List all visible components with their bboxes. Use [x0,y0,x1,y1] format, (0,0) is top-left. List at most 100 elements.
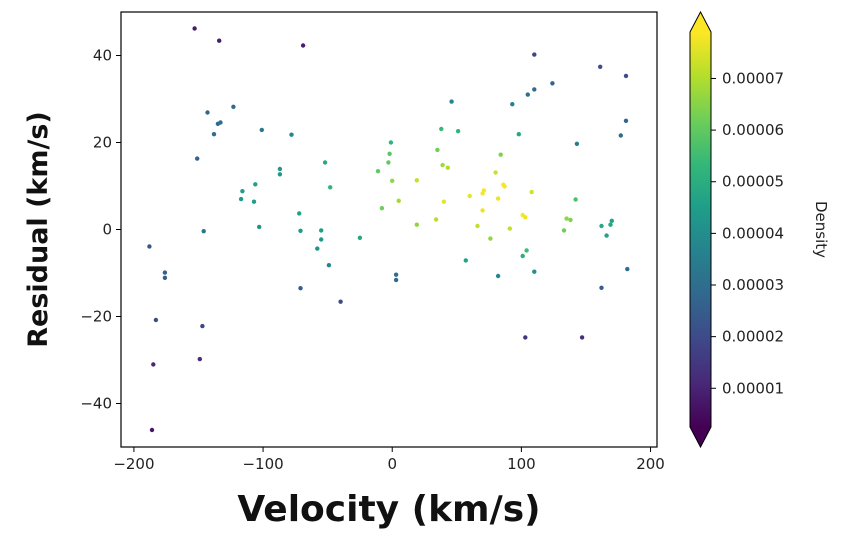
data-point [523,215,528,220]
data-point [297,211,302,216]
data-point [240,189,245,194]
data-point [599,285,604,290]
data-point [197,356,202,362]
data-point [200,323,205,329]
data-point [251,199,257,204]
data-point [393,277,399,283]
data-point [493,170,498,175]
y-tick-label: −40 [80,395,112,413]
data-point [259,127,264,133]
colorbar-tick-label: 0.00006 [722,121,784,139]
data-point [201,229,206,234]
data-point [151,362,156,367]
data-point [414,178,419,183]
data-point [328,185,333,190]
data-point [523,335,528,340]
data-point [498,152,503,157]
data-point [475,223,480,229]
data-point [319,228,324,233]
data-point [211,132,217,137]
data-point [387,151,392,156]
data-point [495,273,501,279]
data-point [192,26,197,31]
data-point [315,246,320,251]
data-point [319,237,324,242]
data-point [414,222,419,227]
data-point [322,160,328,165]
data-point [618,133,623,138]
data-point [338,299,343,304]
data-point [277,166,283,172]
x-tick-label: 200 [636,455,665,473]
data-point [507,226,512,231]
colorbar-tick-label: 0.00001 [722,379,784,397]
x-tick-label: −200 [113,455,154,473]
data-point [579,335,585,340]
x-axis: −200 −100 0 100 200 [113,447,665,473]
data-point [357,235,363,240]
colorbar-tick-label: 0.00004 [722,224,784,242]
colorbar-label: Density [812,201,830,258]
colorbar-tick-label: 0.00003 [722,276,784,294]
data-point [480,208,485,213]
y-tick-label: 0 [102,221,112,239]
data-point [561,228,567,233]
data-point [510,102,515,107]
data-point [445,165,450,170]
data-point [289,132,294,137]
data-point [435,147,440,153]
data-point [568,217,573,223]
data-point [532,52,537,57]
data-point [599,223,604,229]
data-point [573,197,578,202]
data-point [433,217,439,222]
colorbar-gradient [690,32,711,427]
y-axis: −40 −20 0 20 40 [80,47,121,413]
y-tick-label: −20 [80,308,112,326]
data-point [441,199,447,204]
data-point [300,43,306,48]
y-tick-label: 40 [93,47,112,65]
data-point [574,141,580,146]
colorbar-ticks: 0.00001 0.00002 0.00003 0.00004 0.00005 0.000… [711,69,784,397]
data-point [502,184,507,189]
data-point [524,248,529,253]
y-tick-label: 20 [93,134,112,152]
data-point [379,206,385,211]
colorbar-outline [689,10,712,449]
data-point [298,286,303,291]
data-point [481,188,487,193]
data-point [516,132,521,137]
data-point [525,92,530,97]
data-point [218,120,223,125]
data-point [623,118,629,124]
data-point [162,275,168,280]
data-point [393,272,399,277]
data-point [231,104,236,110]
plot-frame [120,11,658,448]
colorbar-max-extension [690,12,711,32]
data-point [147,244,152,249]
data-point [625,266,630,272]
data-point [608,222,613,227]
colorbar-min-extension [690,427,711,447]
colorbar-tick-label: 0.00002 [722,328,784,346]
data-point [277,172,283,177]
x-tick-label: 100 [507,455,536,473]
x-axis-label: Velocity (km/s) [237,489,540,530]
y-axis-label: Residual (km/s) [23,111,54,348]
data-point [162,270,168,275]
colorbar-tick-label: 0.00007 [722,69,784,87]
data-point [532,269,537,274]
data-point [386,160,391,165]
data-point [390,178,395,183]
data-point [375,169,381,174]
data-point [439,126,444,132]
data-point [298,228,303,233]
data-point [550,81,555,86]
data-point [440,162,445,168]
data-point [396,198,401,203]
data-point [449,99,454,104]
data-point [598,64,603,70]
